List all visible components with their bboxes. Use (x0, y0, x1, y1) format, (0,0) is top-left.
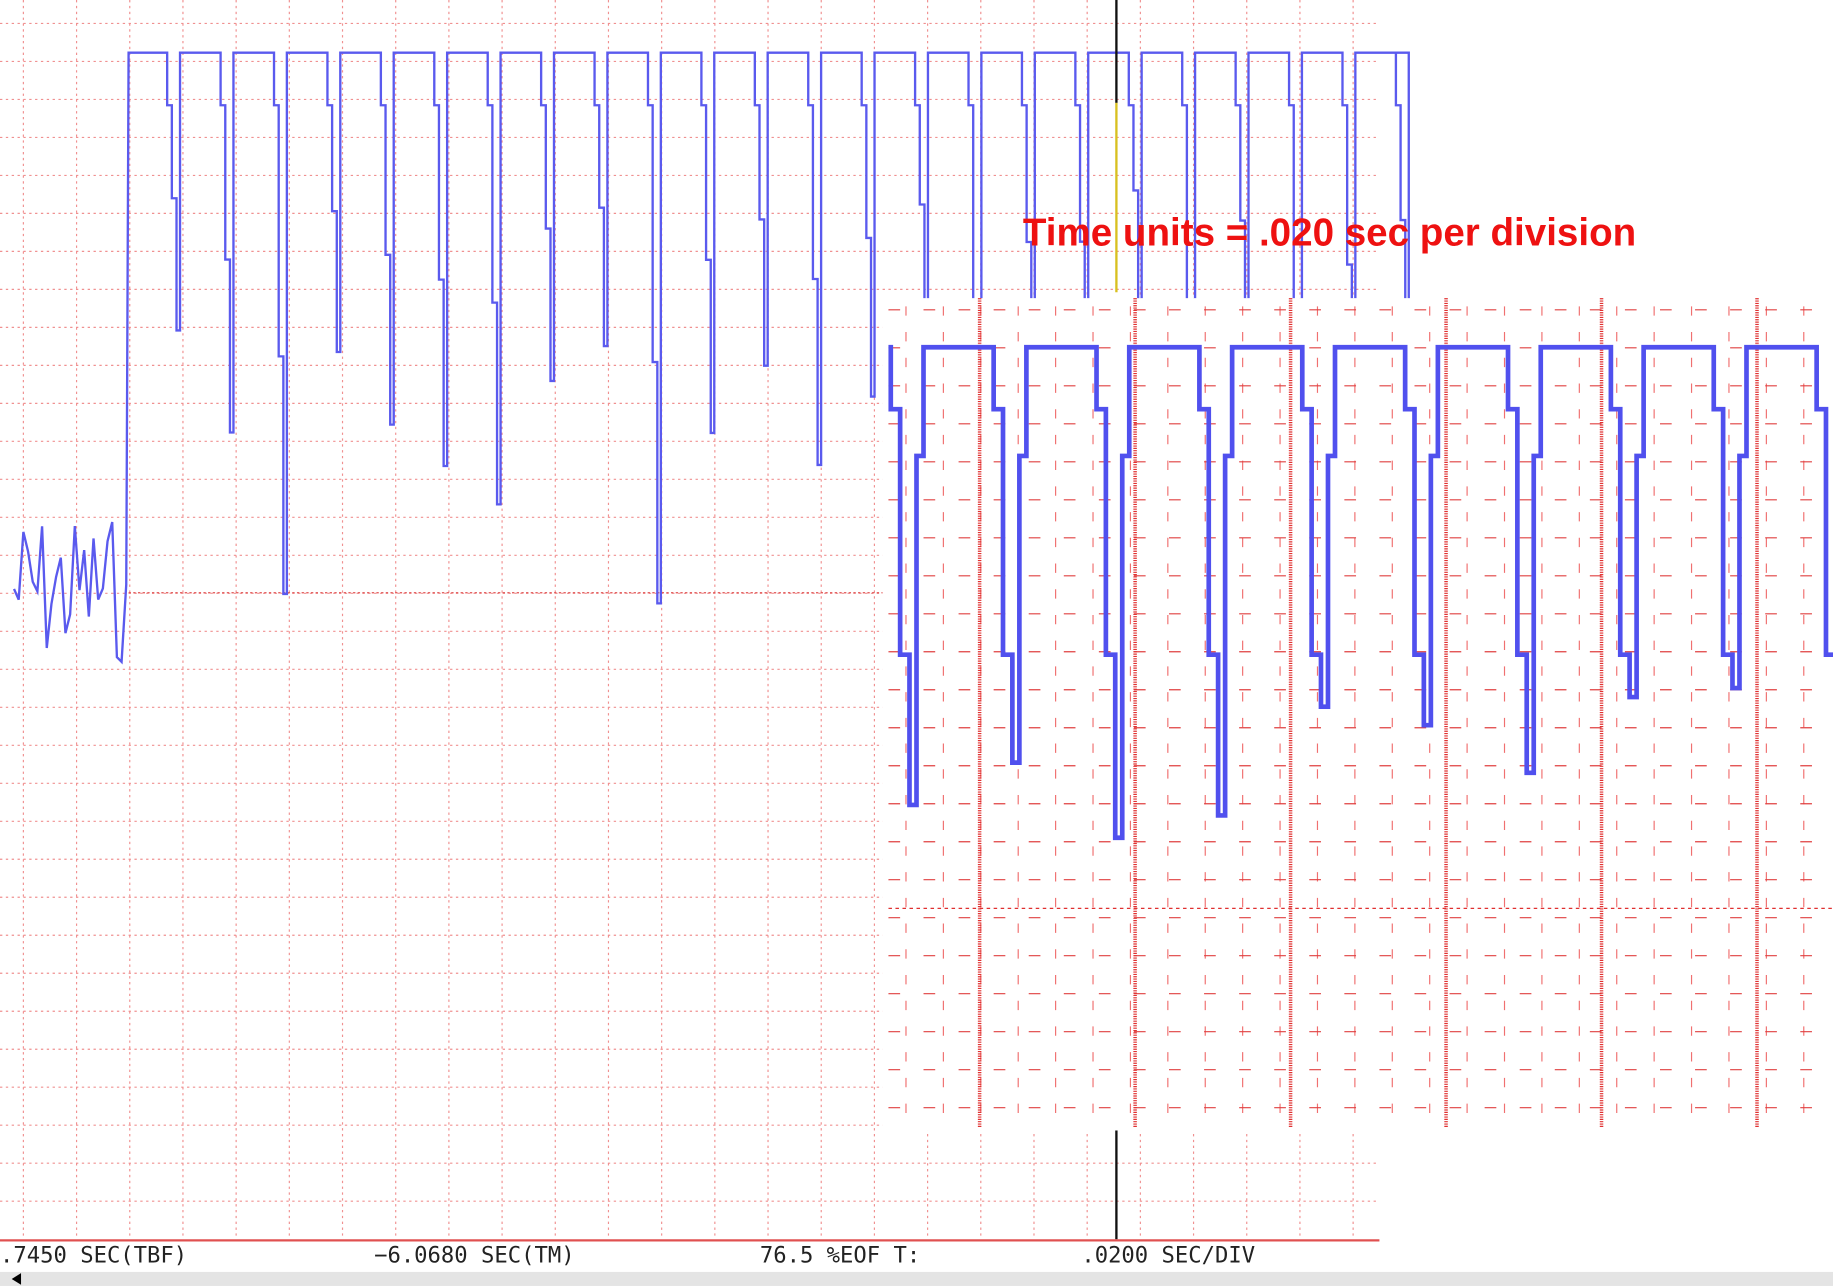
zoom-inset (882, 298, 1833, 1131)
scrollbar[interactable] (0, 1271, 1833, 1286)
annotation: Time units = .020 sec per division (1023, 212, 1636, 255)
inset-grid (888, 298, 1833, 1129)
status-tbf: .7450 SEC(TBF) (0, 1243, 187, 1269)
waveform (888, 344, 1833, 841)
status-eof: 76.5 %EOF T: (760, 1243, 920, 1269)
status-div: .0200 SEC/DIV (1081, 1243, 1255, 1269)
scroll-left-arrow[interactable] (11, 1273, 22, 1285)
status-tm: −6.0680 SEC(TM) (374, 1243, 575, 1269)
inset-trace (888, 344, 1833, 841)
